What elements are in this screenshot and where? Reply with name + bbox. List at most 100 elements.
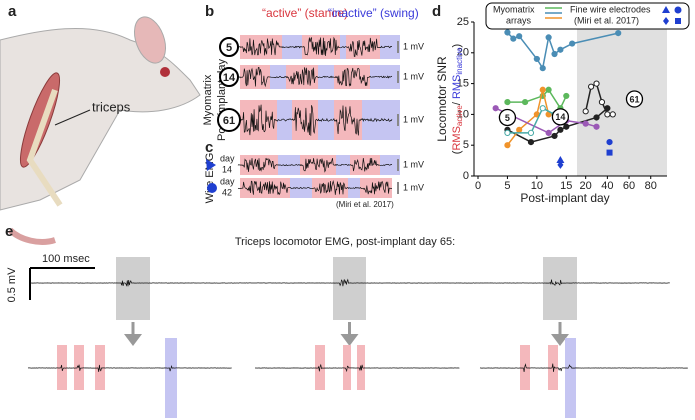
scale-label: 1 mV [403,182,424,192]
x-tick-label: 60 [623,180,635,192]
active-label: “active” (stance) [262,6,348,20]
y-label: Wire EMG [204,153,216,204]
point [557,126,564,133]
point [504,29,511,36]
day-badge [217,108,241,132]
scale-label: 1 mV [403,71,424,81]
volt-scale: 0.5 mV [6,267,18,303]
panel-letter: d [432,3,441,20]
active-region [74,345,84,390]
point [582,108,589,115]
y-label-part: RMS [451,75,463,99]
annotation-badge [551,108,570,126]
point [587,83,595,90]
x-tick-label: 15 [560,180,572,192]
pointer [54,109,91,126]
active-region [240,155,278,175]
inactive-region [318,100,334,140]
muscle-label: triceps [92,99,131,114]
inactive-region [165,338,177,418]
inactive-region [270,65,286,89]
inactive-label: “inactive” (swing) [328,6,419,20]
legend-box [485,2,690,30]
annotation-badge [625,90,644,108]
point [527,139,535,146]
day-label: day [220,176,235,186]
point [563,92,570,100]
point [557,46,564,53]
y-label-part: ) [451,44,463,48]
point [533,55,540,63]
x-label: Post-implant day [520,191,609,205]
series-line [507,107,555,134]
y-tick-label: 20 [457,47,469,59]
emg-trace [237,104,393,136]
point [516,126,523,133]
y-label-sub: (RMSactive/ RMSinactive) [451,44,464,154]
day-label: 61 [223,115,235,127]
zoom-box [333,257,366,320]
day-label: 14 [222,164,232,174]
legend-text: Myomatrix [493,4,535,14]
emg-trace [237,36,393,57]
y-label-part: RMS [451,126,463,150]
zoom-box [543,257,577,320]
emg-trace [255,363,460,373]
point [606,139,613,146]
y-tick-label: 15 [457,78,469,90]
x-tick-label: 20 [580,180,592,192]
day-label: 42 [222,187,232,197]
zoom-arrowhead [551,334,569,346]
y-label-part: active [455,105,464,126]
scale-label: 1 mV [403,159,424,169]
panel-letter: c [205,139,213,156]
point [598,98,606,106]
legend-marker [662,6,670,13]
y-tick-label: 0 [463,170,469,182]
panel-letter: b [205,3,214,20]
panel-letter: a [8,3,17,20]
x-tick-label: 80 [645,180,657,192]
day-label: 14 [223,72,236,84]
point [551,132,558,140]
point [557,160,564,169]
point [521,98,529,106]
point [510,35,517,42]
legend-text: Fine wire electrodes [570,4,651,14]
scale-label: 1 mV [403,114,424,124]
point [593,123,600,130]
legend-marker [674,6,682,14]
day-label: day [220,153,235,163]
point [606,149,613,156]
x-tick-label: 40 [601,180,613,192]
point [545,129,552,136]
x-tick-label: 10 [531,180,543,192]
shaded-region [577,22,667,176]
mouse-illustration [0,16,201,245]
scale-label: 1 mV [403,41,424,51]
wire-marker [207,183,217,193]
source: (Miri et al. 2017) [336,200,394,209]
y-label-part: ( [451,150,463,154]
point [563,123,570,130]
day-label: 5 [226,42,232,54]
emg-trace [479,363,688,372]
day-badge [219,67,239,87]
annotation-badge [498,108,517,127]
point [539,65,546,72]
point [504,129,511,136]
legend-marker [675,18,681,24]
point [582,120,589,127]
point [604,111,611,118]
y-label: Locomotor SNR [435,56,449,142]
emg-trace [237,157,393,173]
point [504,142,511,149]
annotation: 14 [555,112,565,122]
emg-trace [27,364,232,372]
annotation: 61 [629,94,639,104]
inactive-region [336,155,350,175]
x-tick-label: 0 [475,180,481,192]
point [593,80,600,87]
y-tick-label: 5 [463,139,469,151]
zoom-box [116,257,150,320]
